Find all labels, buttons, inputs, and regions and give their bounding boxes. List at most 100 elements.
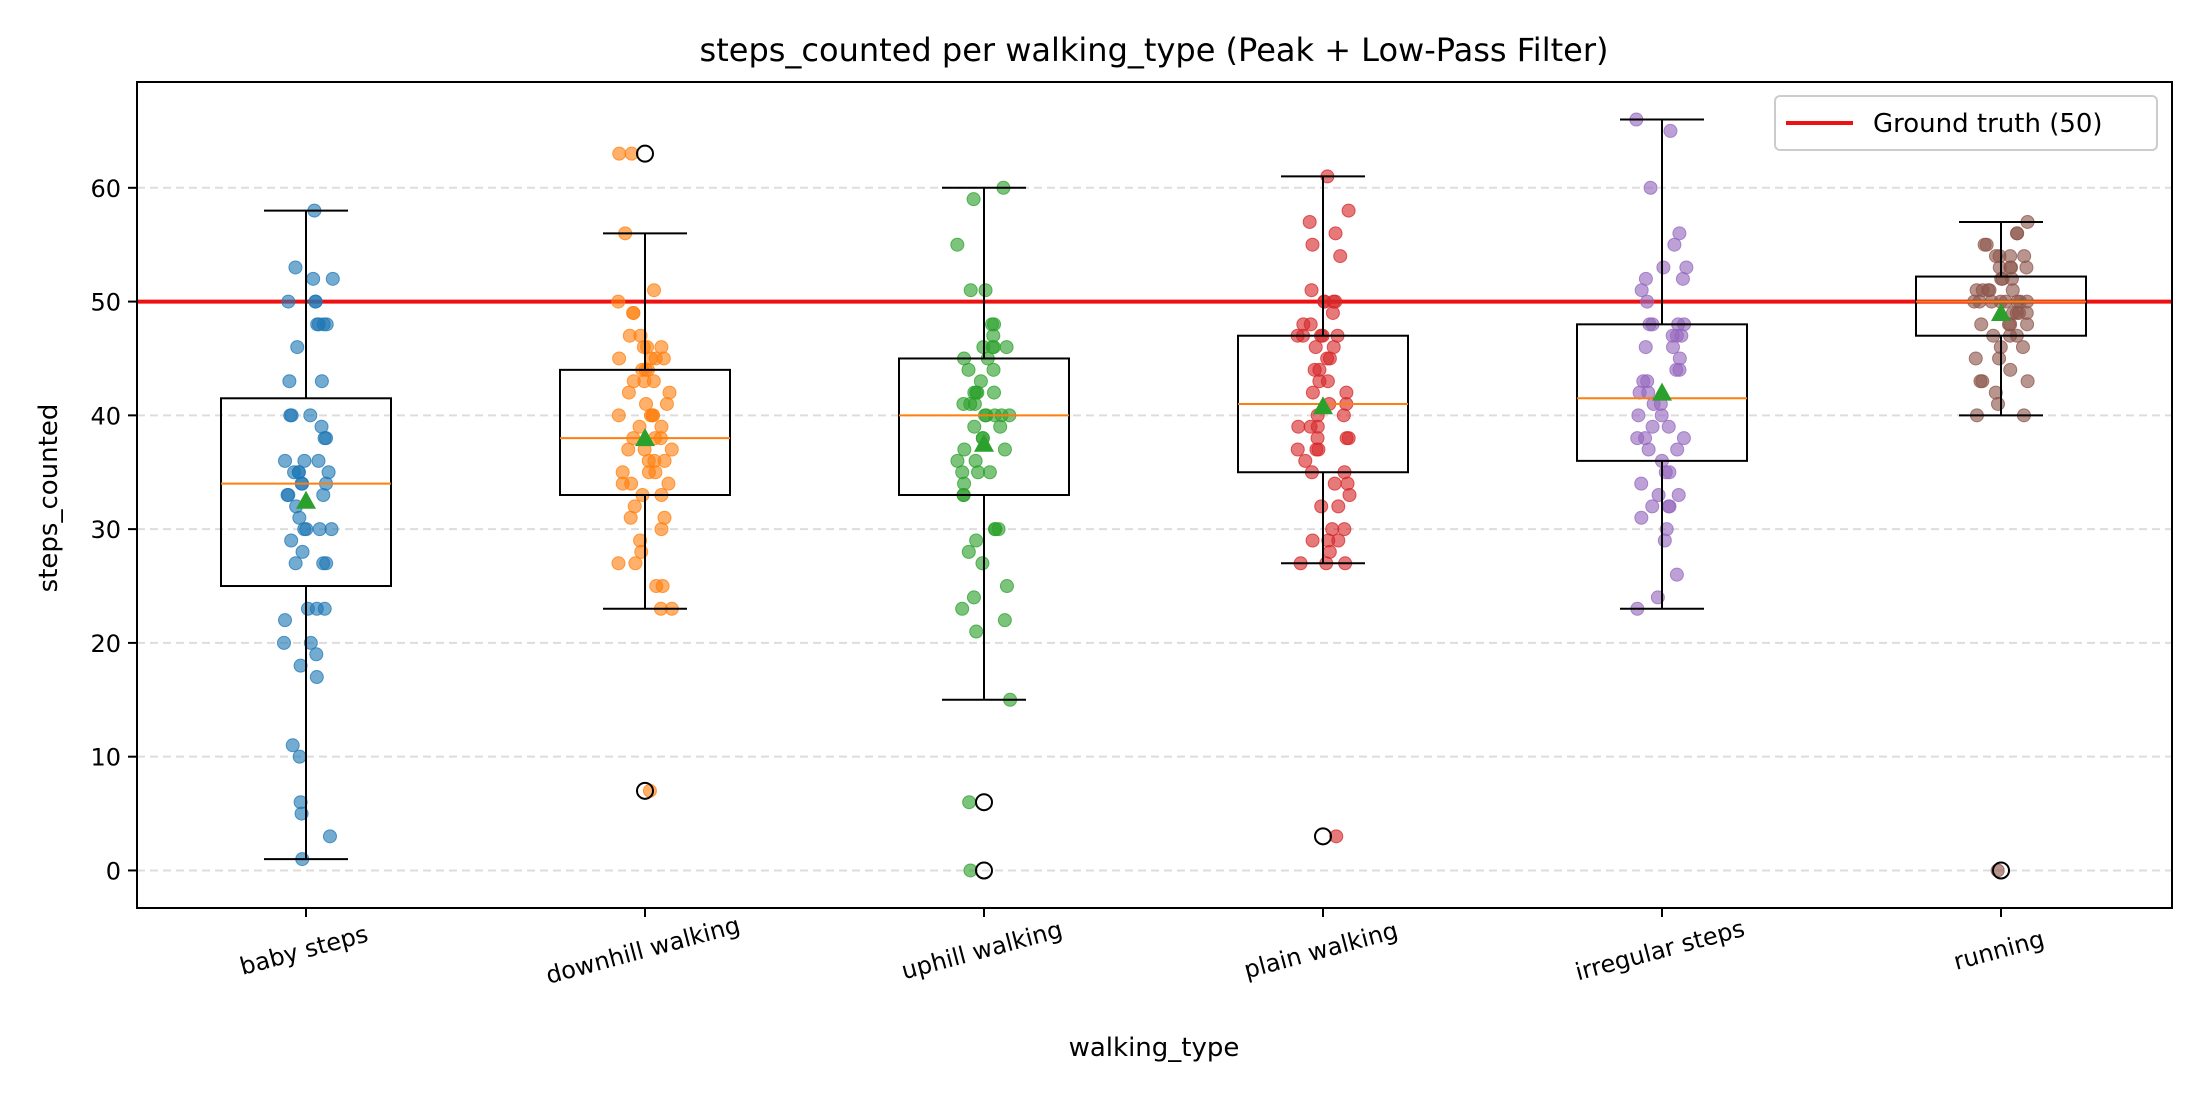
data-point xyxy=(967,419,982,434)
data-point xyxy=(1328,226,1343,241)
data-point xyxy=(1305,385,1320,400)
outlier-marker xyxy=(636,781,654,800)
data-point xyxy=(982,465,997,480)
data-point xyxy=(1327,476,1342,491)
data-point xyxy=(1309,442,1324,457)
data-point xyxy=(1314,499,1329,514)
data-point xyxy=(1291,419,1306,434)
data-point xyxy=(1669,362,1684,377)
data-point xyxy=(309,647,324,662)
data-point xyxy=(661,476,676,491)
data-point xyxy=(611,408,626,423)
plot-area-frame xyxy=(136,81,2173,909)
data-point xyxy=(611,556,626,571)
data-point xyxy=(970,385,985,400)
data-point xyxy=(1329,829,1344,844)
mean-marker xyxy=(1991,302,2011,321)
data-point xyxy=(987,522,1002,537)
data-point xyxy=(277,613,292,628)
data-point xyxy=(1661,419,1676,434)
data-point xyxy=(966,590,981,605)
data-point xyxy=(1341,431,1356,446)
data-point xyxy=(1676,431,1691,446)
data-point xyxy=(664,442,679,457)
data-point xyxy=(297,453,312,468)
box xyxy=(220,397,392,588)
data-point xyxy=(621,442,636,457)
data-point xyxy=(281,294,296,309)
mean-marker xyxy=(974,433,994,452)
data-point xyxy=(1665,340,1680,355)
data-point xyxy=(316,556,331,571)
box xyxy=(1915,275,2087,337)
data-point xyxy=(971,465,986,480)
data-point xyxy=(1654,408,1669,423)
data-point xyxy=(276,635,291,650)
data-point xyxy=(2020,374,2035,389)
data-point xyxy=(1669,567,1684,582)
data-point xyxy=(655,579,670,594)
y-tick-label: 30 xyxy=(90,516,121,544)
data-point xyxy=(309,601,324,616)
legend-label-ground-truth: Ground truth (50) xyxy=(1873,109,2103,139)
data-point xyxy=(955,601,970,616)
outlier-marker xyxy=(636,144,654,163)
data-point xyxy=(1977,237,1992,252)
outlier-marker xyxy=(975,861,993,880)
data-point xyxy=(955,465,970,480)
data-point xyxy=(1290,442,1305,457)
legend: Ground truth (50) xyxy=(1774,95,2158,151)
data-point xyxy=(288,260,303,275)
data-point xyxy=(321,465,336,480)
data-point xyxy=(621,385,636,400)
box xyxy=(1576,323,1748,462)
data-point xyxy=(1340,476,1355,491)
data-point xyxy=(295,544,310,559)
data-point xyxy=(280,488,295,502)
data-point xyxy=(657,453,672,468)
y-axis: 0 10 20 30 40 50 60 xyxy=(90,175,137,885)
data-point xyxy=(1968,351,1983,366)
data-point xyxy=(1305,237,1320,252)
data-point xyxy=(1308,340,1323,355)
data-point xyxy=(2019,260,2034,275)
y-axis-label: steps_counted xyxy=(34,404,64,593)
data-point xyxy=(1657,533,1672,548)
data-point xyxy=(284,533,299,548)
x-axis-label: walking_type xyxy=(1069,1033,1240,1063)
data-point xyxy=(1320,351,1335,366)
chart-title: steps_counted per walking_type (Peak + L… xyxy=(700,31,1609,69)
data-point xyxy=(308,294,323,309)
data-point xyxy=(278,453,293,468)
data-point xyxy=(986,385,1001,400)
data-point xyxy=(322,829,337,844)
data-point xyxy=(612,146,627,161)
boxes-layer xyxy=(220,118,2087,880)
data-point xyxy=(1325,305,1340,320)
data-point xyxy=(2017,249,2032,264)
data-point xyxy=(662,385,677,400)
data-point xyxy=(626,305,641,320)
data-point xyxy=(290,340,305,355)
data-point xyxy=(297,522,312,537)
data-point xyxy=(975,556,990,571)
data-point xyxy=(632,419,647,434)
data-point xyxy=(303,635,318,650)
data-point xyxy=(986,340,1001,355)
data-point xyxy=(654,522,669,537)
data-point xyxy=(962,795,977,810)
data-point xyxy=(978,283,993,298)
data-point xyxy=(1645,419,1660,434)
y-tick-label: 10 xyxy=(90,744,121,772)
data-point xyxy=(961,362,976,377)
data-point xyxy=(1342,488,1357,502)
data-point xyxy=(1641,442,1656,457)
data-point xyxy=(1991,396,2006,411)
data-point xyxy=(999,579,1014,594)
data-points-layer xyxy=(276,112,2035,878)
data-point xyxy=(317,431,332,446)
data-point xyxy=(993,419,1008,434)
data-point xyxy=(999,340,1014,355)
data-point xyxy=(1331,499,1346,514)
